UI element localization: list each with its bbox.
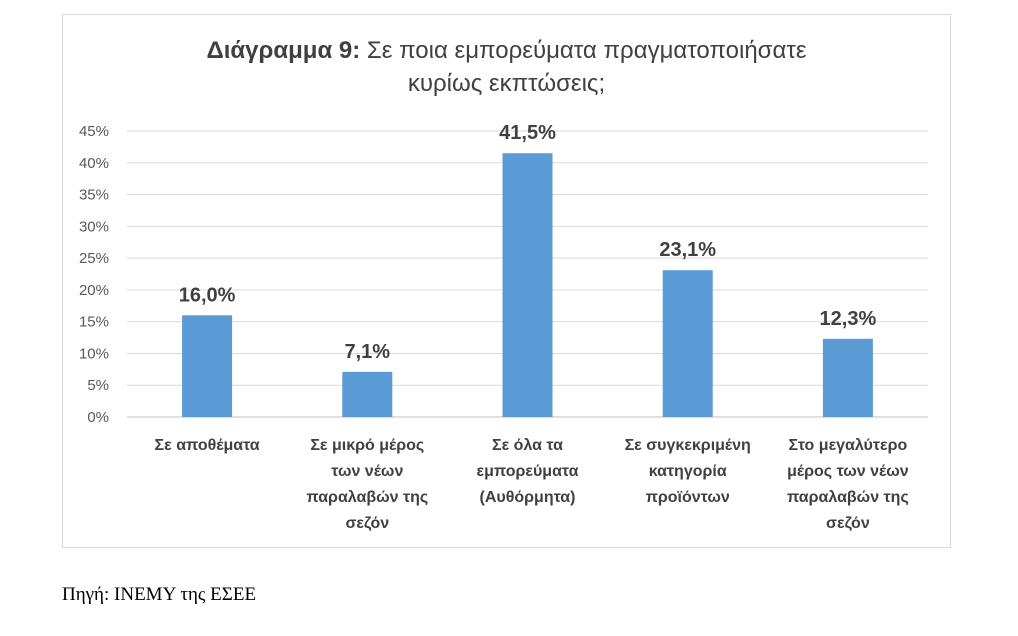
- data-label: 16,0%: [179, 284, 236, 306]
- y-tick-label: 20%: [79, 282, 109, 299]
- chart-title-prefix: Διάγραμμα 9:: [206, 37, 361, 64]
- y-tick-label: 10%: [79, 345, 109, 362]
- y-tick-label: 30%: [79, 218, 109, 235]
- chart-title-line1: Σε ποια εμπορεύματα πραγματοποιήσατε: [366, 37, 807, 64]
- data-label: 7,1%: [345, 341, 391, 363]
- source-note: Πηγή: ΙΝΕΜΥ της ΕΣΕΕ: [62, 584, 257, 605]
- y-tick-label: 25%: [79, 250, 109, 267]
- category-label: Σε συγκεκριμένη κατηγορία προϊόντων: [625, 437, 751, 506]
- bar: [822, 338, 873, 417]
- bar-chart: 0% 5% 10% 15% 20% 25% 30% 35% 40% 45% 16,0% Σε αποθ…: [79, 122, 928, 532]
- bar: [342, 371, 393, 417]
- data-label: 12,3%: [820, 308, 877, 330]
- y-tick-label: 0%: [87, 409, 109, 426]
- y-tick-label: 35%: [79, 187, 109, 204]
- data-label: 23,1%: [659, 239, 716, 261]
- y-tick-label: 5%: [87, 377, 109, 394]
- category-label: Σε αποθέματα: [155, 437, 260, 454]
- category-label: Σε μικρό μέρος των νέων παραλαβών της σεζόν: [306, 437, 428, 532]
- category-label: Στο μεγαλύτερο μέρος των νέων παραλαβών τη…: [787, 437, 909, 532]
- y-tick-label: 40%: [79, 155, 109, 172]
- y-tick-label: 15%: [79, 314, 109, 331]
- data-label: 41,5%: [499, 122, 556, 144]
- category-label: Σε όλα τα εμπορεύματα (Αυθόρμητα): [477, 437, 579, 506]
- bar: [182, 315, 233, 417]
- chart-title: Διάγραμμα 9: Σε ποια εμπορεύματα πραγματ…: [62, 34, 951, 100]
- bar: [502, 153, 553, 417]
- y-tick-label: 45%: [79, 123, 109, 140]
- bar: [662, 270, 713, 417]
- chart-title-line2: κυρίως εκπτώσεις;: [407, 70, 606, 97]
